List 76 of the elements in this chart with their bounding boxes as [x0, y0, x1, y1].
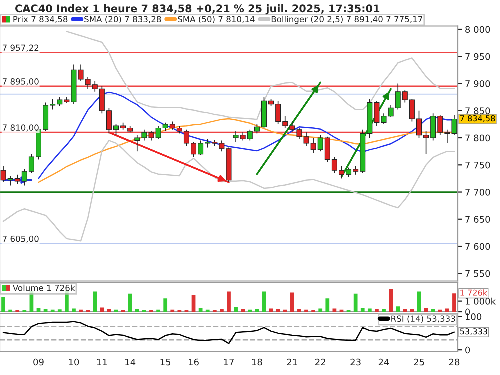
x-tick-label: 23 [350, 358, 361, 366]
bar [354, 294, 358, 312]
bar [382, 309, 386, 312]
text: 1 726k [460, 290, 488, 296]
legend-label: SMA (20) 7 833,28 [84, 16, 162, 24]
bar [241, 309, 246, 312]
text: 7 834,58 [460, 116, 496, 122]
bar [403, 309, 408, 312]
bar [389, 289, 393, 312]
bar [72, 308, 76, 312]
x-tick-label: 11 [97, 358, 108, 366]
bar [234, 307, 238, 312]
line-series [2, 140, 456, 242]
bar [100, 308, 104, 312]
line-series [66, 31, 456, 120]
x-tick-label: 09 [34, 358, 44, 366]
bar [396, 306, 400, 312]
bar [375, 309, 379, 312]
bar [2, 297, 6, 312]
bar [220, 309, 224, 312]
x-tick-label: 22 [316, 358, 326, 366]
ref-line-label: 7 810,00 [2, 124, 39, 132]
y-tick-label: 0 [466, 308, 470, 316]
line-series [2, 321, 456, 344]
x-tick-label: 17 [224, 358, 234, 366]
y-tick-label: 7 950 [466, 53, 490, 60]
x-tick-label: 25 [414, 358, 424, 366]
y-tick-label: 0 [466, 346, 470, 354]
legend-label: Bollinger (20 2,5) 7 891,40 7 775,17 [272, 16, 422, 24]
y-tick-label: 8 000 [466, 26, 490, 34]
y-tick-label: 100 [466, 314, 482, 320]
x-tick-label: 16 [189, 358, 199, 366]
x-tick-label: 21 [287, 358, 298, 366]
y-tick-label: 7 600 [466, 243, 490, 250]
x-tick-label: 24 [378, 358, 390, 366]
bar [326, 298, 330, 312]
bar [318, 308, 323, 312]
bar [360, 308, 365, 312]
y-tick-label: 7 700 [466, 189, 490, 196]
y-tick-label: 7 900 [466, 80, 490, 88]
bar [128, 294, 132, 312]
text: 53,333 [460, 328, 488, 336]
y-tick-label: 7 550 [466, 270, 490, 278]
x-tick-label: 14 [126, 358, 136, 366]
x-tick-label: 15 [160, 358, 171, 366]
ref-line-label: 7 895,00 [2, 78, 39, 86]
ref-line-label: 7 957,22 [2, 44, 39, 52]
legend-label: RSI (14) 53,333 [392, 316, 456, 324]
legend-label: SMA (50) 7 810,14 [178, 16, 255, 24]
chart-title: CAC40 Index 1 heure 7 834,58 +0,21 % 25 juil. 2025, 17:35:01 [16, 4, 380, 15]
bar [431, 309, 436, 312]
x-tick-label: 18 [252, 358, 262, 366]
y-tick-label: 7 650 [466, 216, 490, 223]
bar [262, 292, 266, 312]
bar [298, 309, 302, 312]
bar [255, 309, 260, 312]
y-tick-label: 7 850 [466, 108, 490, 114]
x-tick-label: 10 [69, 358, 80, 366]
bar [452, 294, 456, 312]
bar [164, 298, 168, 312]
ref-line-label: 7 605,00 [2, 236, 39, 244]
bar [368, 308, 372, 312]
bar [93, 292, 98, 312]
bar [135, 309, 140, 312]
legend-label: Volume 1 726k [12, 284, 76, 292]
y-tick-label: 7 750 [466, 162, 490, 169]
bar [192, 295, 196, 312]
bar [445, 308, 450, 312]
bar [276, 309, 280, 312]
bar [417, 292, 422, 312]
bar [198, 308, 203, 312]
bar [227, 292, 231, 312]
legend-label: Prix 7 834,58 [14, 16, 68, 24]
y-tick-label: 7 800 [466, 134, 490, 142]
bar [290, 292, 294, 312]
x-tick-label: 28 [449, 358, 460, 366]
